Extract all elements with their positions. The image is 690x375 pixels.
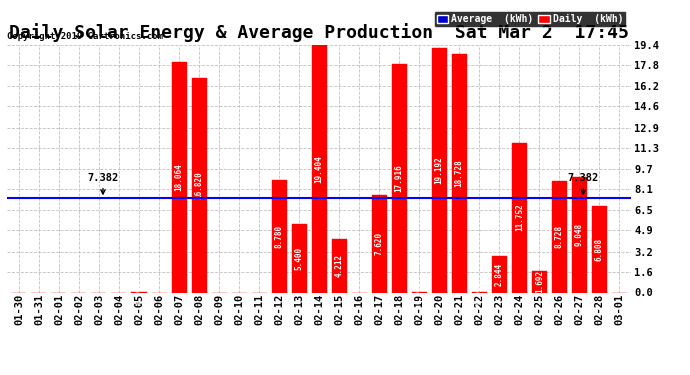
Bar — [572, 177, 586, 292]
Bar — [592, 206, 607, 292]
Text: 19.192: 19.192 — [435, 156, 444, 184]
Text: 9.048: 9.048 — [575, 223, 584, 246]
Title: Daily Solar Energy & Average Production  Sat Mar 2  17:45: Daily Solar Energy & Average Production … — [9, 23, 629, 42]
Text: 11.752: 11.752 — [515, 204, 524, 231]
Text: 19.404: 19.404 — [315, 155, 324, 183]
Text: 8.728: 8.728 — [555, 225, 564, 248]
Bar — [312, 45, 326, 292]
Text: 7.382: 7.382 — [88, 173, 119, 194]
Text: 7.382: 7.382 — [568, 173, 599, 194]
Text: 8.780: 8.780 — [275, 225, 284, 248]
Text: 0.060: 0.060 — [135, 280, 144, 304]
Text: 18.728: 18.728 — [455, 159, 464, 187]
Text: 5.400: 5.400 — [295, 246, 304, 270]
Bar — [532, 271, 546, 292]
Legend: Average  (kWh), Daily  (kWh): Average (kWh), Daily (kWh) — [434, 12, 627, 27]
Text: 17.916: 17.916 — [395, 164, 404, 192]
Text: Copyright 2019 Cartronics.com: Copyright 2019 Cartronics.com — [7, 32, 163, 41]
Text: 4.212: 4.212 — [335, 254, 344, 277]
Bar — [272, 180, 286, 292]
Bar — [452, 54, 466, 292]
Text: 1.692: 1.692 — [535, 270, 544, 293]
Bar — [552, 181, 566, 292]
Bar — [192, 78, 206, 292]
Bar — [372, 195, 386, 292]
Bar — [292, 224, 306, 292]
Text: 7.620: 7.620 — [375, 232, 384, 255]
Text: 2.844: 2.844 — [495, 263, 504, 286]
Bar — [172, 62, 186, 292]
Text: 0.040: 0.040 — [415, 280, 424, 304]
Text: 6.808: 6.808 — [595, 237, 604, 261]
Bar — [332, 239, 346, 292]
Bar — [392, 64, 406, 292]
Bar — [512, 142, 526, 292]
Text: 16.820: 16.820 — [195, 171, 204, 199]
Text: 0.056: 0.056 — [475, 280, 484, 304]
Text: 18.064: 18.064 — [175, 164, 184, 191]
Bar — [432, 48, 446, 292]
Bar — [492, 256, 506, 292]
